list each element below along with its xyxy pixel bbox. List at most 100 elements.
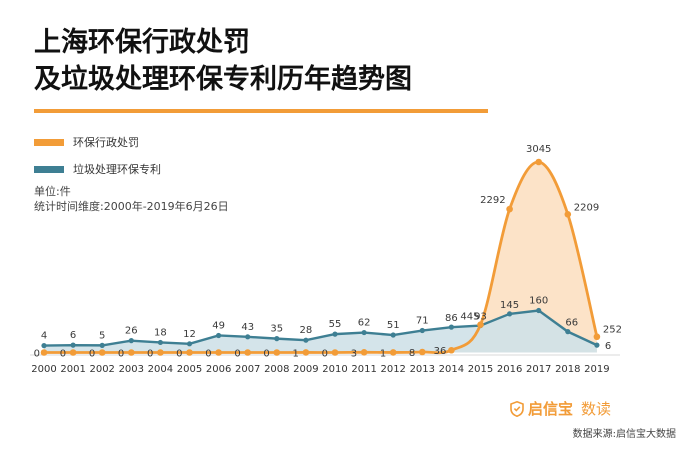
penalty-value-label: 2209 xyxy=(574,202,599,213)
x-tick-label: 2003 xyxy=(119,364,144,375)
x-tick-label: 2018 xyxy=(555,364,580,375)
unit-label: 单位:件 xyxy=(34,185,71,198)
penalty-point xyxy=(448,346,455,354)
penalty-point xyxy=(244,349,251,356)
brand-sub: 数读 xyxy=(581,400,612,418)
patent-value-label: 35 xyxy=(270,324,283,335)
legend-label-patent: 垃圾处理环保专利 xyxy=(73,163,161,176)
penalty-point xyxy=(186,349,193,356)
patent-point xyxy=(274,336,280,342)
chart-title: 上海环保行政处罚 及垃圾处理环保专利历年趋势图 xyxy=(34,24,412,98)
patent-point xyxy=(332,331,338,337)
x-tick-label: 2015 xyxy=(468,364,493,375)
penalty-value-label: 3 xyxy=(351,348,357,359)
shield-icon xyxy=(510,400,524,417)
penalty-value-label: 0 xyxy=(263,349,269,360)
patent-value-label: 6 xyxy=(605,341,611,352)
x-tick-label: 2004 xyxy=(148,364,173,375)
x-tick-label: 2011 xyxy=(351,364,376,375)
patent-value-label: 66 xyxy=(565,318,578,329)
patent-point xyxy=(157,339,163,346)
patent-point xyxy=(70,342,76,348)
patent-line xyxy=(43,309,598,347)
x-tick-label: 2000 xyxy=(31,364,56,375)
x-tick-label: 2006 xyxy=(206,364,231,375)
patent-value-label: 145 xyxy=(500,300,519,311)
penalty-value-label: 2292 xyxy=(480,195,505,206)
penalty-point xyxy=(477,321,484,328)
x-tick-label: 2019 xyxy=(584,364,609,375)
patent-point xyxy=(390,332,396,338)
penalty-point xyxy=(419,348,426,356)
penalty-value-label: 0 xyxy=(205,349,211,360)
penalty-value-label: 1 xyxy=(380,348,386,359)
patent-value-label: 28 xyxy=(300,325,313,336)
penalty-point xyxy=(273,349,281,356)
patent-point xyxy=(41,343,47,349)
penalty-value-label: 252 xyxy=(603,325,622,336)
penalty-point xyxy=(389,349,397,356)
penalty-value-label: 0 xyxy=(147,349,153,360)
penalty-point xyxy=(98,349,106,356)
penalty-value-label: 445 xyxy=(460,312,479,323)
x-tick-label: 2012 xyxy=(380,364,405,375)
penalty-point xyxy=(593,333,601,341)
penalty-point xyxy=(506,205,513,213)
x-tick-label: 2007 xyxy=(235,364,260,375)
penalty-point xyxy=(535,158,542,166)
source-note: 数据来源:启信宝大数据 xyxy=(572,429,676,440)
patent-point xyxy=(128,338,134,344)
penalty-value-label: 0 xyxy=(118,349,124,360)
x-tick-label: 2016 xyxy=(497,364,522,375)
title-underline xyxy=(34,109,488,113)
brand: 启信宝 数读 xyxy=(510,398,611,419)
penalty-point xyxy=(157,349,164,356)
chart-title-line-2: 及垃圾处理环保专利历年趋势图 xyxy=(34,64,412,95)
penalty-value-label: 0 xyxy=(234,349,240,360)
x-tick-label: 2014 xyxy=(439,364,464,375)
patent-point xyxy=(186,341,193,347)
x-tick-label: 2013 xyxy=(410,364,435,375)
patent-point xyxy=(565,329,571,335)
patent-value-label: 26 xyxy=(125,326,138,337)
penalty-value-label: 1 xyxy=(293,348,299,359)
patent-value-label: 5 xyxy=(99,330,105,341)
penalty-value-label: 0 xyxy=(176,349,182,360)
patent-point xyxy=(245,334,251,340)
penalty-value-label: 0 xyxy=(34,349,40,360)
patent-value-label: 49 xyxy=(212,320,225,331)
legend-label-penalty: 环保行政处罚 xyxy=(73,136,139,149)
legend-swatch-penalty xyxy=(34,138,64,146)
x-tick-label: 2008 xyxy=(264,364,289,375)
penalty-point xyxy=(302,349,310,356)
patent-point xyxy=(216,332,222,339)
x-tick-label: 2009 xyxy=(293,364,318,375)
x-tick-label: 2017 xyxy=(526,364,551,375)
patent-value-label: 55 xyxy=(329,319,342,330)
legend-item-patent: 垃圾处理环保专利 xyxy=(34,157,161,181)
patent-value-label: 93 xyxy=(474,312,487,323)
penalty-value-label: 0 xyxy=(322,349,328,360)
penalty-point xyxy=(360,349,368,356)
x-tick-label: 2001 xyxy=(60,364,85,375)
patent-value-label: 4 xyxy=(41,331,47,342)
penalty-value-label: 0 xyxy=(89,349,95,360)
penalty-value-label: 36 xyxy=(434,346,447,357)
penalty-point xyxy=(215,349,222,356)
x-tick-label: 2005 xyxy=(177,364,202,375)
patent-point xyxy=(361,329,367,336)
patent-point xyxy=(536,307,542,314)
patent-value-label: 6 xyxy=(70,330,76,341)
penalty-point xyxy=(69,349,77,356)
patent-value-label: 62 xyxy=(358,318,371,329)
penalty-value-label: 8 xyxy=(409,348,415,359)
penalty-point xyxy=(331,349,339,356)
brand-name: 启信宝 xyxy=(528,400,574,418)
penalty-point xyxy=(128,349,135,356)
patent-point xyxy=(594,342,600,348)
penalty-value-label: 3045 xyxy=(526,144,551,155)
period-label: 统计时间维度:2000年-2019年6月26日 xyxy=(34,200,229,213)
patent-point xyxy=(507,311,513,317)
